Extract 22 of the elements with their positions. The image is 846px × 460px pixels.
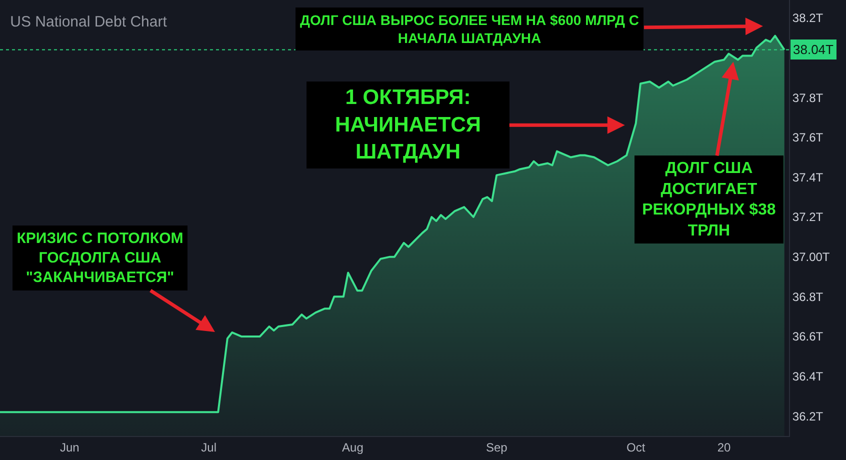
y-tick-label: 37.00T [792,250,830,264]
annotation: 1 ОКТЯБРЯ: НАЧИНАЕТСЯ ШАТДАУН [334,86,482,164]
ref-line-label: 38.04T [793,42,834,57]
annotation: ДОЛГ США ДОСТИГАЕТ РЕКОРДНЫХ $38 ТРЛН [642,160,776,240]
annotation: ДОЛГ США ВЫРОС БОЛЕЕ ЧЕМ НА $600 МЛРД С НАЧАЛА ШАТДАУНА [300,12,639,46]
x-tick-label: Jun [60,440,80,454]
y-tick-label: 37.6T [792,130,824,145]
x-tick-label: 20 [717,440,732,454]
y-tick-label: 37.2T [792,210,824,224]
y-tick-label: 36.6T [792,330,824,344]
y-tick-label: 36.2T [792,409,824,424]
text: US National Debt Chart [10,14,168,31]
x-tick-label: Oct [626,440,646,454]
x-tick-label: Sep [486,440,508,454]
y-tick-label: 38.2T [792,11,824,26]
y-tick-label: 36.4T [792,369,824,384]
x-tick-label: Aug [342,440,364,454]
y-tick-label: 37.8T [792,90,824,105]
annotation: КРИЗИС С ПОТОЛКОМ ГОСДОЛГА США "ЗАКАНЧИВАЕТСЯ" [16,230,184,286]
y-tick-label: 37.4T [792,170,824,184]
x-tick-label: Jul [201,440,217,454]
y-tick-label: 36.8T [792,290,824,304]
